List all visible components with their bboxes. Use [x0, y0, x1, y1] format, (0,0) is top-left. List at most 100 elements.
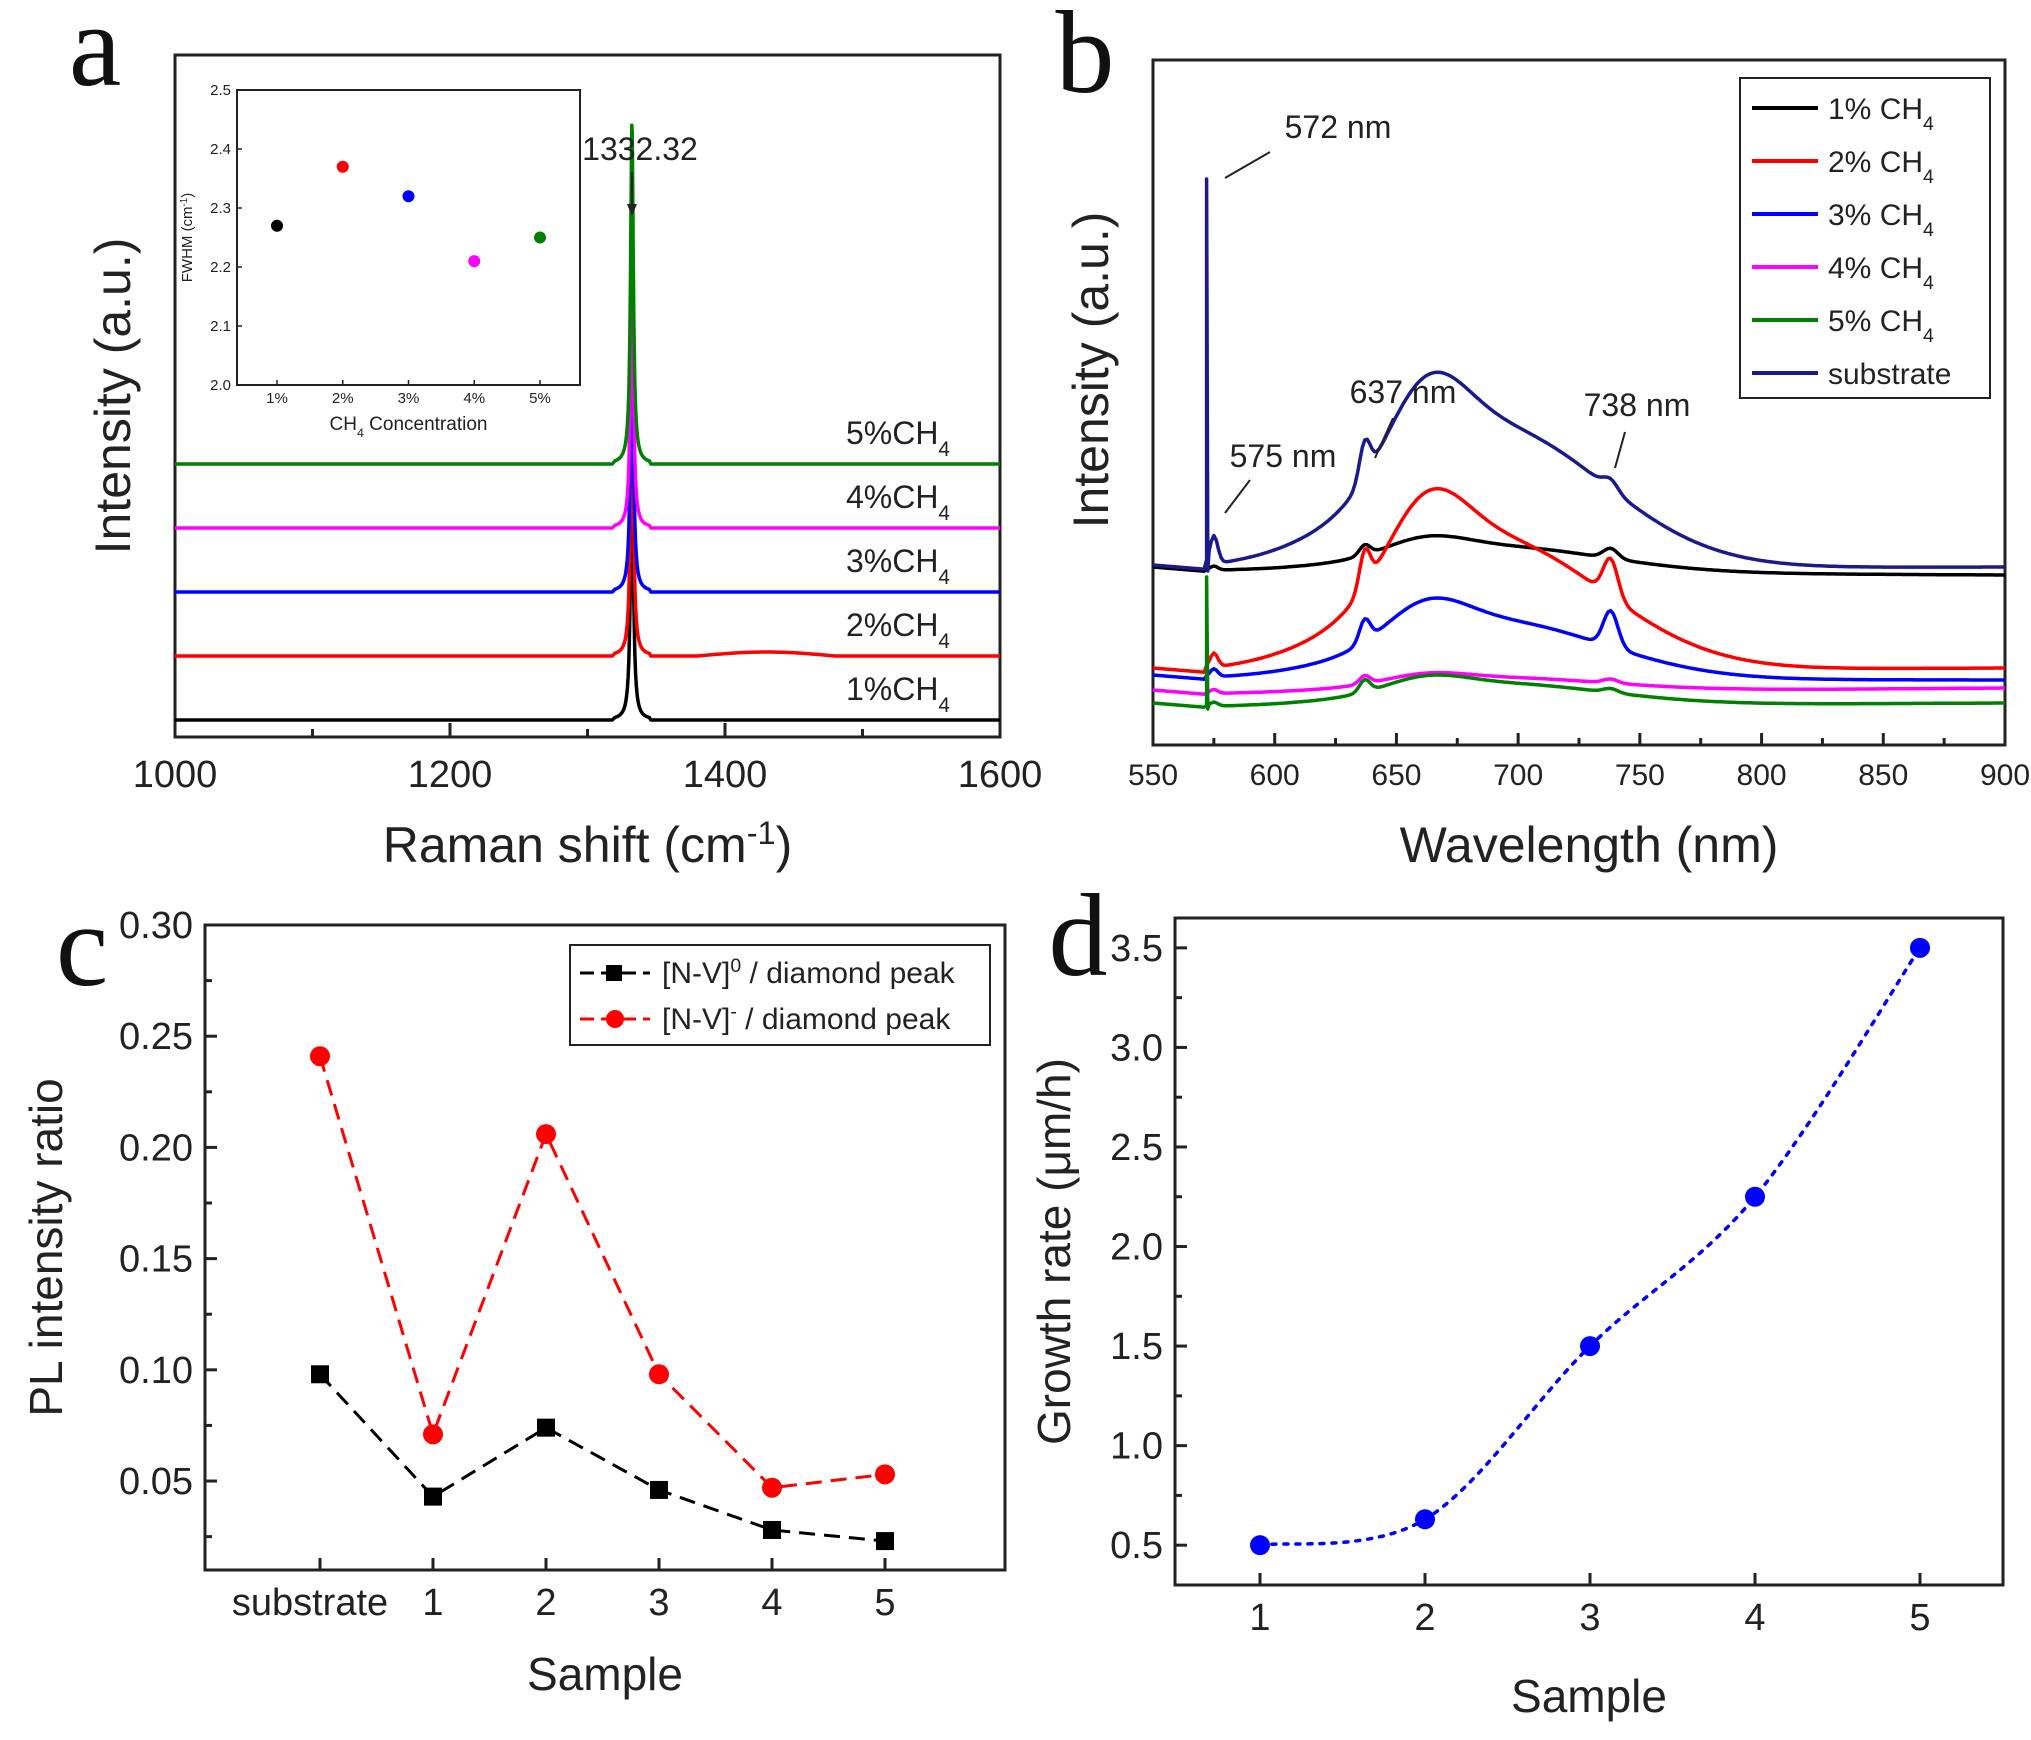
panel-d-point-2: [1415, 1509, 1435, 1530]
panel-b-legend-label: 1% CH4: [1828, 93, 1934, 135]
panel-d-trend-line: [1258, 946, 1922, 1547]
panel-d-point-4: [1745, 1186, 1765, 1207]
panel-b-annotation-arrow: [1224, 479, 1251, 514]
panel-b-legend-label-part: substrate: [1828, 358, 1951, 391]
panel-b-x-tick-label: 650: [1371, 759, 1421, 792]
panel-a-series-label-part: 4: [938, 502, 950, 525]
panel-a-x-axis-title: Raman shift (cm-1): [383, 815, 793, 873]
panel-c-legend-label-part: / diamond peak: [741, 957, 955, 990]
panel-c-x-axis-title: Sample: [527, 1648, 683, 1700]
panel-b-legend-label-part: 1% CH: [1828, 93, 1923, 126]
panel-b-x-axis-title: Wavelength (nm): [1400, 817, 1779, 873]
panel-c-point-square-1: [311, 1365, 329, 1384]
panel-a-series-label-part: 5%CH: [846, 415, 938, 451]
panel-d-letter: d: [1049, 870, 1108, 1001]
panel-a-inset-x-title-part: Concentration: [364, 414, 488, 435]
panel-d-y-tick-label: 3.0: [1110, 1027, 1163, 1069]
panel-a-inset-point-4: [468, 255, 481, 268]
panel-a-series-label-part: 2%CH: [846, 607, 938, 643]
panel-a-inset-y-title-part: -1: [179, 198, 190, 207]
panel-b-x-tick-label: 600: [1250, 759, 1300, 792]
panel-c-point-circle-3: [536, 1124, 556, 1145]
panel-b-legend-label-part: 2% CH: [1828, 146, 1923, 179]
panel-d-y-tick-label: 0.5: [1110, 1525, 1163, 1567]
panel-a-inset-y-title-part: FWHM (cm: [179, 206, 196, 282]
panel-a-inset-frame: [236, 89, 581, 386]
panel-a-series-label-part: 4: [938, 438, 950, 461]
panel-b: b 550 600 650 700 750 800 850 900 Wavelength (nm)…: [1056, 0, 2031, 873]
panel-a-inset-x-title-part: 4: [357, 426, 364, 440]
panel-a-x-tick-label: 1200: [408, 754, 493, 796]
panel-c-legend-label: [N-V]0 / diamond peak: [662, 955, 956, 990]
panel-d-y-tick-label: 1.5: [1110, 1326, 1163, 1368]
panel-c-x-tick-label: 4: [761, 1582, 782, 1624]
panel-d: d 0.5 1.0 1.5 2.0 2.5 3.0 3.5 1 2 3 4 5 Sample Growth …: [1028, 870, 2005, 1722]
panel-c-legend-label-part: 0: [730, 955, 741, 977]
panel-a-inset-point-3: [402, 190, 415, 203]
panel-b-x-tick-label: 700: [1493, 759, 1543, 792]
panel-b-series-line-5: [1152, 575, 2005, 711]
panel-a-series-line-2: [175, 359, 1000, 658]
panel-b-series-line-1: [1152, 533, 2005, 577]
panel-d-axes-frame: [1173, 916, 2005, 1587]
panel-a-inset-y-tick-label: 2.2: [210, 259, 231, 276]
panel-c-y-axis-title: PL intensity ratio: [20, 1078, 72, 1416]
panel-b-x-tick-label: 750: [1615, 759, 1665, 792]
panel-a-series-label-part: 1%CH: [846, 671, 938, 707]
panel-b-legend-label-part: 4: [1923, 219, 1934, 241]
panel-c-letter: c: [56, 880, 108, 1011]
panel-b-legend-label-part: 4: [1923, 272, 1934, 294]
panel-c-legend-label-part: / diamond peak: [737, 1003, 951, 1036]
panel-d-x-tick-label: 4: [1744, 1597, 1765, 1639]
panel-a-inset-y-tick-label: 2.5: [210, 82, 231, 99]
panel-c-point-square-4: [650, 1480, 668, 1499]
panel-d-x-tick-label: 1: [1249, 1597, 1270, 1639]
panel-b-annotation-arrow: [1224, 151, 1271, 179]
panel-c-series-line-1: [318, 1373, 886, 1543]
panel-a-x-axis-title-part: Raman shift (cm: [383, 817, 747, 873]
panel-b-legend-label-part: 3% CH: [1828, 199, 1923, 232]
panel-b-x-tick-label: 550: [1128, 759, 1178, 792]
panel-a-series-label-part: 4: [938, 630, 950, 653]
panel-a-inset-point-2: [336, 160, 349, 173]
panel-a-inset-x-tick-label: 2%: [332, 390, 354, 407]
panel-c-point-circle-4: [649, 1364, 669, 1385]
panel-a-series-label: 4%CH4: [846, 479, 950, 525]
panel-a-series-line-3: [175, 295, 1000, 594]
panel-c-legend-label-part: [N-V]: [662, 957, 730, 990]
panel-a-y-axis-title: Intensity (a.u.): [85, 238, 141, 555]
panel-c-axes-frame: [203, 923, 1007, 1572]
panel-b-legend-label-part: 5% CH: [1828, 305, 1923, 338]
panel-c-point-circle-6: [875, 1464, 895, 1485]
panel-b-series-line-3: [1152, 596, 2005, 682]
panel-b-annotation: 572 nm: [1285, 109, 1392, 145]
panel-a-series-label-part: 4: [938, 566, 950, 589]
panel-a-inset-x-title-part: CH: [330, 414, 357, 435]
panel-a-peak-arrowhead: [626, 204, 637, 216]
panel-a-x-axis-title-part: -1: [747, 815, 776, 851]
panel-b-x-tick-label: 900: [1980, 759, 2030, 792]
panel-a-series-label: 3%CH4: [846, 543, 950, 589]
panel-d-x-tick-label: 5: [1909, 1597, 1930, 1639]
panel-b-legend-label-part: 4% CH: [1828, 252, 1923, 285]
panel-a-series-label: 1%CH4: [846, 671, 950, 717]
panel-c-x-tick-label: 5: [874, 1582, 895, 1624]
panel-b-legend-label: substrate: [1828, 358, 1951, 391]
panel-d-x-axis-title: Sample: [1511, 1670, 1667, 1722]
panel-c-legend-label-part: -: [730, 1001, 737, 1023]
panel-a-inset-y-tick-label: 2.3: [210, 200, 231, 217]
panel-a-inset-x-tick-label: 3%: [398, 390, 420, 407]
panel-d-y-tick-label: 1.0: [1110, 1426, 1163, 1468]
panel-b-annotation: 738 nm: [1584, 387, 1691, 423]
panel-a-series-label-part: 4%CH: [846, 479, 938, 515]
panel-d-point-5: [1910, 937, 1930, 958]
panel-a-inset-y-title-part: ): [179, 193, 196, 198]
panel-c-legend-frame: [569, 944, 991, 1046]
panel-d-y-tick-label: 3.5: [1110, 928, 1163, 970]
panel-b-legend-frame: [1739, 77, 1991, 399]
panel-c: c 0.05 0.10 0.15 0.20 0.25 0.30 substrate 1 2 3 4 5 S…: [20, 880, 1007, 1700]
panel-b-legend-label: 3% CH4: [1828, 199, 1934, 241]
panel-a-inset-x-tick-label: 4%: [463, 390, 485, 407]
